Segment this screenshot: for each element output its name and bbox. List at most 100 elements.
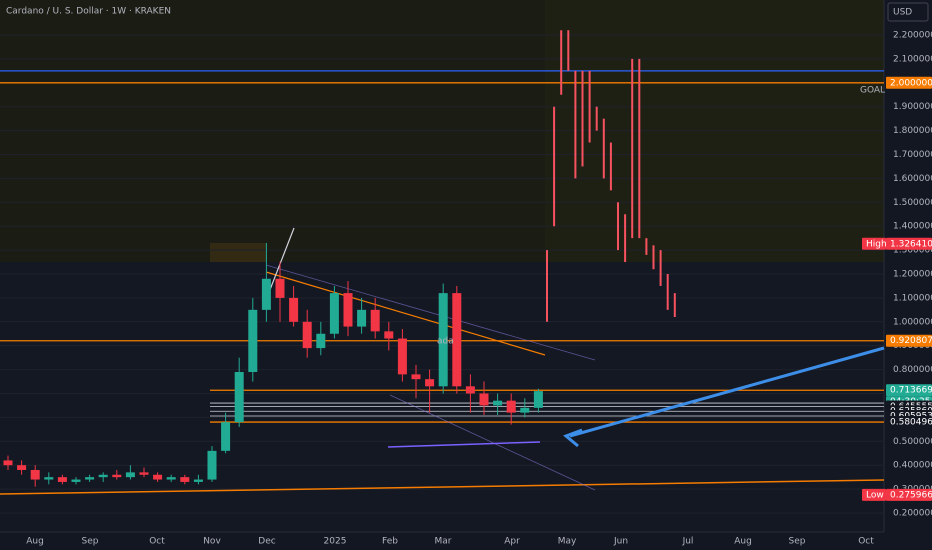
candle-body (17, 465, 27, 470)
x-tick-label: 2025 (324, 537, 347, 547)
price-badge (886, 237, 932, 250)
candle-body (71, 479, 81, 482)
price-badge-label: 0.920807 (890, 336, 932, 346)
marks (3, 30, 676, 487)
candle-body (493, 400, 503, 406)
candle-body (302, 321, 312, 349)
price-badge-prefix (862, 488, 886, 501)
currency[interactable]: USD (893, 8, 912, 18)
y-tick-label: 2.200000 (893, 31, 932, 41)
price-badge-label: 0.580496 (890, 418, 932, 428)
grid (0, 34, 884, 514)
candle-body (193, 479, 203, 482)
y-tick-label: 0.400000 (893, 461, 932, 471)
y-tick-label: 1.500000 (893, 198, 932, 208)
price-badge (886, 334, 932, 347)
chart-title: Cardano / U. S. Dollar · 1W · KRAKEN (6, 7, 171, 17)
candle-body (112, 474, 122, 478)
x-tick-label: May (558, 537, 577, 547)
y-tick-label: 1.900000 (893, 102, 932, 112)
x-tick-label: Apr (504, 537, 520, 547)
candle-body (438, 293, 448, 387)
candle-body (465, 386, 475, 394)
candle-body (452, 293, 462, 387)
candle-body (234, 371, 244, 423)
candle-body (533, 391, 543, 408)
x-tick-label: Jul (682, 537, 694, 547)
candle-body (275, 278, 285, 298)
annotation: GOAL (860, 86, 885, 96)
candle-body (289, 297, 299, 322)
price-badge-label: 0.713669 (890, 386, 932, 396)
candle-body (44, 477, 54, 480)
candle-body (153, 474, 163, 480)
price-badge-label: 0.275966 (890, 490, 932, 500)
candle-body (85, 477, 95, 480)
candle-body (316, 333, 326, 349)
price-badge (886, 384, 932, 397)
trend-line (265, 271, 546, 356)
y-tick-label: 1.100000 (893, 293, 932, 303)
y-tick-label: 1.800000 (893, 126, 932, 136)
x-tick-label: Sep (82, 537, 99, 547)
candle-body (139, 472, 149, 475)
x-tick-label: Sep (789, 537, 806, 547)
price-badge-prefix (862, 237, 886, 250)
candle-body (343, 293, 353, 327)
candle-body (180, 477, 190, 482)
y-tick-label: 1.400000 (893, 222, 932, 232)
levels (0, 70, 884, 423)
candle-body (397, 338, 407, 375)
support-line (387, 441, 541, 448)
drawings (0, 227, 885, 495)
candle-body (207, 450, 217, 480)
candle-body (98, 474, 108, 478)
price-badge-label: 1.326410 (890, 239, 932, 249)
y-tick-label: 0.800000 (893, 365, 932, 375)
x-tick-label: Mar (435, 537, 452, 547)
y-tick-label: 2.100000 (893, 54, 932, 64)
arrow-line (569, 346, 885, 438)
price-badge-label: 2.000000 (890, 78, 932, 88)
candle-body (248, 309, 258, 372)
x-tick-label: Jun (613, 537, 628, 547)
candle-body (357, 309, 367, 327)
candle-body (221, 422, 231, 451)
y-tick-label: 1.000000 (893, 317, 932, 327)
x-tick-label: Dec (258, 537, 275, 547)
y-tick-label: 1.700000 (893, 150, 932, 160)
trend-line (0, 479, 885, 495)
y-tick-label: 0.200000 (893, 509, 932, 519)
y-tick-label: 0.500000 (893, 437, 932, 447)
x-tick-label: Oct (149, 537, 165, 547)
candle-body (3, 460, 13, 466)
y-tick-label: 1.600000 (893, 174, 932, 184)
price-badge-prefix-label: Low (866, 490, 884, 500)
axis: 0.2000000.3000000.4000000.5000000.600000… (26, 31, 932, 547)
candle-body (57, 477, 67, 482)
candle-body (329, 293, 339, 334)
arrow-head (563, 428, 583, 448)
x-tick-label: Oct (858, 537, 874, 547)
candle-body (125, 472, 135, 478)
candle-body (506, 400, 516, 413)
price-badge (886, 76, 932, 89)
x-tick-label: Aug (734, 537, 752, 547)
price-badge-prefix-label: High (866, 239, 887, 249)
x-tick-label: Aug (26, 537, 44, 547)
candle-body (520, 407, 530, 413)
annotation: ada (437, 337, 454, 347)
x-tick-label: Nov (203, 537, 221, 547)
candle-body (479, 393, 489, 406)
y-tick-label: 1.300000 (893, 246, 932, 256)
y-tick-label: 1.200000 (893, 270, 932, 280)
candle-body (411, 374, 421, 380)
currency-button[interactable] (887, 2, 929, 22)
channel-line (265, 264, 596, 361)
candle-body (384, 331, 394, 339)
candle-body (425, 379, 435, 387)
candle-body (370, 309, 380, 332)
candle-body (166, 477, 176, 480)
